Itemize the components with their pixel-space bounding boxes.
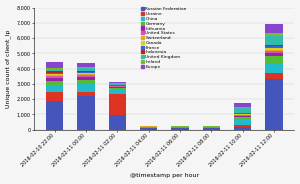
Bar bbox=[77, 68, 95, 71]
Bar bbox=[140, 128, 157, 130]
Bar bbox=[234, 116, 251, 117]
Bar bbox=[46, 81, 63, 85]
Bar bbox=[46, 92, 63, 101]
Bar bbox=[266, 36, 283, 45]
Bar bbox=[171, 128, 189, 130]
Bar bbox=[234, 103, 251, 107]
Bar bbox=[266, 24, 283, 33]
Bar bbox=[109, 85, 126, 86]
Bar bbox=[109, 82, 126, 83]
Bar bbox=[77, 73, 95, 74]
Bar bbox=[46, 72, 63, 74]
Bar bbox=[46, 74, 63, 75]
Bar bbox=[266, 49, 283, 51]
Bar bbox=[266, 45, 283, 46]
Bar bbox=[46, 76, 63, 78]
Bar bbox=[46, 75, 63, 76]
Bar bbox=[234, 107, 251, 108]
Bar bbox=[109, 94, 126, 115]
Bar bbox=[77, 63, 95, 67]
Bar bbox=[234, 127, 251, 130]
Bar bbox=[46, 68, 63, 69]
Bar bbox=[140, 127, 157, 128]
Bar bbox=[77, 83, 95, 91]
Bar bbox=[234, 108, 251, 113]
Bar bbox=[266, 48, 283, 49]
Bar bbox=[109, 84, 126, 85]
Bar bbox=[140, 125, 157, 126]
Bar bbox=[46, 78, 63, 81]
Bar bbox=[77, 72, 95, 73]
Bar bbox=[77, 75, 95, 77]
Bar bbox=[46, 101, 63, 130]
Bar bbox=[46, 71, 63, 72]
Bar bbox=[266, 56, 283, 63]
Bar bbox=[266, 79, 283, 130]
Bar bbox=[77, 71, 95, 72]
Bar bbox=[266, 63, 283, 73]
Bar bbox=[46, 85, 63, 92]
Bar bbox=[203, 127, 220, 128]
Bar bbox=[234, 125, 251, 127]
Bar bbox=[77, 80, 95, 83]
Bar bbox=[266, 46, 283, 48]
Bar bbox=[234, 114, 251, 115]
Legend: Russian Federation, Ukraine, China, Germany, Lithuania, United States, Switzerla: Russian Federation, Ukraine, China, Germ… bbox=[141, 7, 187, 69]
Bar bbox=[266, 33, 283, 36]
Bar bbox=[234, 117, 251, 119]
Bar bbox=[109, 83, 126, 84]
Bar bbox=[109, 87, 126, 88]
Bar bbox=[77, 67, 95, 68]
Bar bbox=[234, 115, 251, 116]
Bar bbox=[77, 91, 95, 96]
Bar bbox=[77, 96, 95, 130]
X-axis label: @timestamp per hour: @timestamp per hour bbox=[130, 174, 199, 178]
Y-axis label: Unique count of client_Ip: Unique count of client_Ip bbox=[6, 29, 11, 108]
Bar bbox=[109, 115, 126, 130]
Bar bbox=[266, 73, 283, 79]
Bar bbox=[234, 113, 251, 114]
Bar bbox=[234, 119, 251, 125]
Bar bbox=[77, 74, 95, 75]
Bar bbox=[109, 89, 126, 94]
Bar bbox=[109, 88, 126, 89]
Bar bbox=[203, 128, 220, 130]
Bar bbox=[266, 53, 283, 56]
Bar bbox=[171, 127, 189, 128]
Bar bbox=[46, 62, 63, 68]
Bar bbox=[109, 86, 126, 87]
Bar bbox=[77, 77, 95, 80]
Bar bbox=[266, 51, 283, 53]
Bar bbox=[46, 69, 63, 71]
